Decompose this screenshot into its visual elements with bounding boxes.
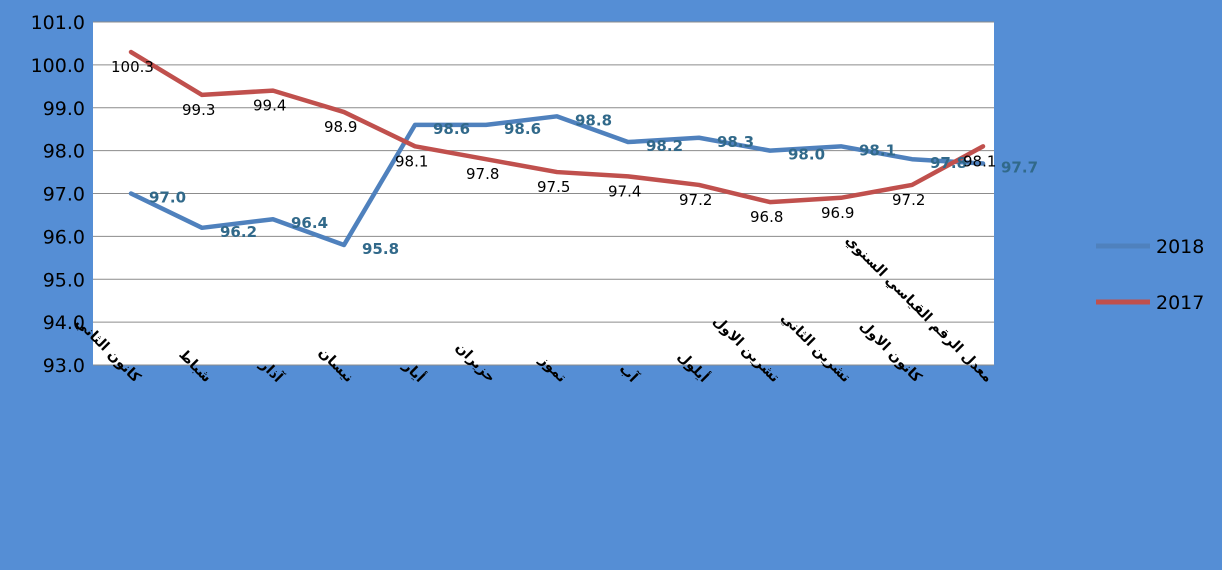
- y-tick-label: 99.0: [43, 98, 85, 120]
- legend-label-2018: 2018: [1156, 236, 1204, 258]
- y-tick-label: 101.0: [31, 12, 85, 34]
- data-label-2018: 96.4: [291, 214, 328, 232]
- data-label-2017: 98.1: [963, 152, 996, 170]
- data-label-2017: 98.1: [395, 152, 428, 170]
- data-label-2017: 97.2: [892, 191, 925, 209]
- data-label-2018: 96.2: [220, 223, 257, 241]
- series-line-2018: [128, 114, 986, 248]
- y-tick-label: 98.0: [43, 141, 85, 163]
- series-line-2017: [128, 49, 986, 205]
- y-axis-ticks: 93.0 94.0 95.0 96.0 97.0 98.0 99.0 100.0 101.0: [31, 12, 85, 377]
- legend-label-2017: 2017: [1156, 292, 1204, 314]
- data-label-2017: 99.3: [182, 101, 215, 119]
- data-label-2018: 98.0: [788, 146, 825, 164]
- data-labels: 97.0 96.2 96.4 95.8 98.6 98.6 98.8 98.2 98.3 98.0…: [111, 58, 1038, 258]
- data-label-2018: 98.8: [575, 111, 612, 129]
- data-label-2018: 97.7: [1001, 158, 1038, 176]
- data-label-2017: 96.9: [821, 204, 854, 222]
- data-label-2017: 100.3: [111, 58, 154, 76]
- data-label-2018: 98.1: [859, 141, 896, 159]
- data-label-2018: 98.3: [717, 133, 754, 151]
- legend: 2018 2017: [1096, 236, 1204, 314]
- data-label-2018: 98.6: [504, 120, 541, 138]
- data-label-2017: 97.5: [537, 178, 570, 196]
- gridlines: [93, 21, 994, 366]
- data-label-2018: 98.6: [433, 120, 470, 138]
- data-label-2017: 97.4: [608, 182, 641, 200]
- data-label-2018: 97.0: [149, 189, 186, 207]
- y-tick-label: 95.0: [43, 269, 85, 291]
- data-label-2018: 97.8: [930, 154, 967, 172]
- series-lines: [128, 49, 986, 248]
- y-tick-label: 94.0: [43, 312, 85, 334]
- y-tick-label: 97.0: [43, 184, 85, 206]
- data-label-2017: 98.9: [324, 118, 357, 136]
- data-label-2017: 97.2: [679, 191, 712, 209]
- data-label-2018: 98.2: [646, 137, 683, 155]
- y-tick-label: 96.0: [43, 226, 85, 248]
- data-label-2018: 95.8: [362, 240, 399, 258]
- data-label-2017: 99.4: [253, 97, 286, 115]
- data-label-2017: 96.8: [750, 208, 783, 226]
- data-label-2017: 97.8: [466, 165, 499, 183]
- y-tick-label: 93.0: [43, 355, 85, 377]
- y-tick-label: 100.0: [31, 55, 85, 77]
